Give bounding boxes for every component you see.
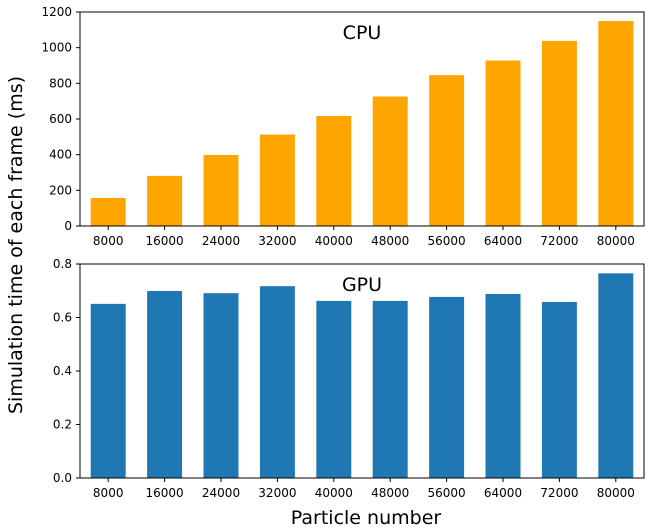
cpu-bar-72000 (541, 40, 577, 226)
gpu-x-tick-label: 64000 (484, 486, 522, 500)
gpu-x-tick-label: 24000 (202, 486, 240, 500)
cpu-bar-40000 (316, 115, 352, 226)
gpu-bar-72000 (541, 301, 577, 478)
gpu-x-tick-label: 72000 (540, 486, 578, 500)
cpu-y-tick-label: 1000 (41, 41, 72, 55)
gpu-x-tick-label: 8000 (93, 486, 124, 500)
cpu-bar-24000 (203, 155, 239, 226)
cpu-y-tick-label: 800 (49, 76, 72, 90)
gpu-x-tick-label: 16000 (146, 486, 184, 500)
y-axis-label: Simulation time of each frame (ms) (5, 76, 27, 414)
cpu-panel: 8000 16000 24000 32000 40000 48000 56000 64000 7… (41, 5, 645, 248)
chart-panels: 8000 16000 24000 32000 40000 48000 56000 64000 7… (41, 5, 645, 500)
gpu-y-tick-label: 0.0 (53, 471, 72, 485)
cpu-bar-16000 (147, 175, 183, 226)
gpu-x-tick-label: 56000 (428, 486, 466, 500)
x-axis-label: Particle number (291, 507, 442, 527)
cpu-x-tick-label: 64000 (484, 234, 522, 248)
cpu-x-tick-label: 80000 (597, 234, 635, 248)
cpu-bar-32000 (259, 134, 295, 226)
cpu-bar-80000 (598, 21, 634, 227)
gpu-bar-48000 (372, 300, 408, 478)
cpu-y-tick-label: 0 (64, 219, 72, 233)
gpu-bar-16000 (147, 291, 183, 478)
gpu-bar-8000 (90, 303, 126, 478)
cpu-x-tick-label: 24000 (202, 234, 240, 248)
cpu-y-tick-label: 600 (49, 112, 72, 126)
cpu-x-tick-label: 72000 (540, 234, 578, 248)
cpu-y-tick-label: 400 (49, 148, 72, 162)
cpu-y-tick-label: 1200 (41, 5, 72, 19)
cpu-x-tick-label: 40000 (315, 234, 353, 248)
gpu-panel: 8000 16000 24000 32000 40000 48000 56000 64000 7… (53, 257, 645, 500)
gpu-y-tick-label: 0.4 (53, 364, 72, 378)
cpu-bar-8000 (90, 198, 126, 226)
cpu-x-tick-label: 16000 (146, 234, 184, 248)
gpu-y-tick-label: 0.8 (53, 257, 72, 271)
gpu-bar-64000 (485, 293, 521, 478)
cpu-x-tick-label: 32000 (258, 234, 296, 248)
gpu-y-tick-label: 0.6 (53, 311, 72, 325)
gpu-bar-80000 (598, 273, 634, 478)
gpu-bar-24000 (203, 293, 239, 478)
cpu-x-tick-label: 8000 (93, 234, 124, 248)
gpu-bar-40000 (316, 300, 352, 478)
gpu-x-tick-label: 40000 (315, 486, 353, 500)
gpu-x-tick-label: 32000 (258, 486, 296, 500)
cpu-bar-56000 (429, 75, 465, 226)
gpu-panel-title: GPU (342, 274, 382, 296)
cpu-x-tick-label: 48000 (371, 234, 409, 248)
gpu-y-tick-label: 0.2 (53, 418, 72, 432)
gpu-bar-32000 (259, 286, 295, 478)
cpu-y-tick-label: 200 (49, 183, 72, 197)
cpu-bar-48000 (372, 96, 408, 226)
gpu-x-tick-label: 48000 (371, 486, 409, 500)
cpu-x-tick-label: 56000 (428, 234, 466, 248)
cpu-bar-64000 (485, 60, 521, 227)
cpu-panel-title: CPU (343, 22, 382, 44)
gpu-bar-56000 (429, 296, 465, 478)
gpu-x-tick-label: 80000 (597, 486, 635, 500)
